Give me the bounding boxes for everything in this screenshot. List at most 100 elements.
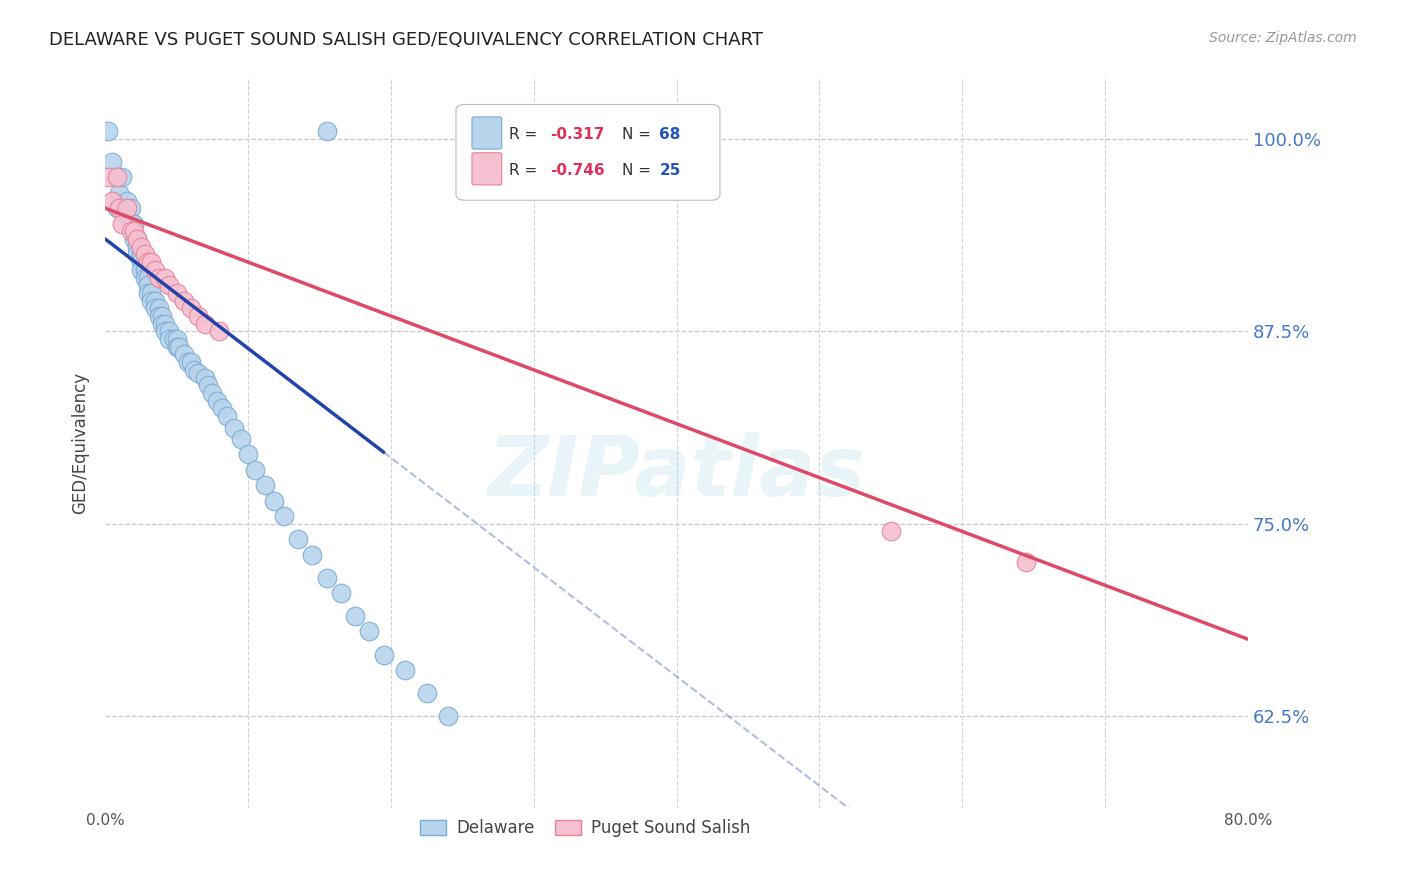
Point	[166, 285, 188, 300]
Point	[125, 247, 148, 261]
Point	[101, 194, 124, 208]
Point	[150, 309, 173, 323]
Point	[159, 278, 181, 293]
Point	[208, 324, 231, 338]
Point	[394, 663, 416, 677]
Point	[108, 201, 131, 215]
Point	[211, 401, 233, 416]
Point	[136, 278, 159, 293]
Point	[134, 262, 156, 277]
Point	[105, 170, 128, 185]
Point	[148, 301, 170, 316]
Point	[143, 301, 166, 316]
Point	[187, 309, 209, 323]
Point	[143, 262, 166, 277]
Point	[150, 317, 173, 331]
Text: 68: 68	[659, 127, 681, 142]
Point	[177, 355, 200, 369]
Point	[105, 201, 128, 215]
Point	[194, 370, 217, 384]
Point	[301, 548, 323, 562]
Point	[139, 255, 162, 269]
Text: N =: N =	[621, 162, 655, 178]
FancyBboxPatch shape	[456, 104, 720, 200]
Point	[215, 409, 238, 423]
Point	[139, 285, 162, 300]
Point	[101, 155, 124, 169]
Point	[166, 340, 188, 354]
Point	[173, 293, 195, 308]
Point	[373, 648, 395, 662]
Point	[134, 270, 156, 285]
Point	[153, 317, 176, 331]
Point	[97, 170, 120, 185]
Point	[254, 478, 277, 492]
Point	[105, 170, 128, 185]
FancyBboxPatch shape	[472, 153, 502, 185]
Text: -0.317: -0.317	[550, 127, 605, 142]
Point	[205, 393, 228, 408]
Point	[287, 532, 309, 546]
Point	[125, 240, 148, 254]
Point	[111, 170, 134, 185]
Point	[236, 448, 259, 462]
Point	[108, 186, 131, 200]
Point	[263, 493, 285, 508]
Text: N =: N =	[621, 127, 655, 142]
Point	[359, 624, 381, 639]
Text: DELAWARE VS PUGET SOUND SALISH GED/EQUIVALENCY CORRELATION CHART: DELAWARE VS PUGET SOUND SALISH GED/EQUIV…	[49, 31, 763, 49]
Point	[243, 463, 266, 477]
Point	[1015, 555, 1038, 569]
Point	[97, 124, 120, 138]
Text: 25: 25	[659, 162, 681, 178]
Point	[187, 366, 209, 380]
Point	[194, 317, 217, 331]
Point	[115, 209, 138, 223]
Point	[129, 262, 152, 277]
Point	[148, 309, 170, 323]
Point	[159, 324, 181, 338]
Point	[437, 709, 460, 723]
Point	[315, 571, 337, 585]
Point	[229, 432, 252, 446]
Point	[315, 124, 337, 138]
Text: R =: R =	[509, 162, 541, 178]
Point	[129, 247, 152, 261]
Text: Source: ZipAtlas.com: Source: ZipAtlas.com	[1209, 31, 1357, 45]
Point	[136, 270, 159, 285]
Point	[134, 247, 156, 261]
Point	[120, 201, 142, 215]
Point	[201, 385, 224, 400]
Point	[169, 340, 191, 354]
Point	[125, 232, 148, 246]
Point	[111, 217, 134, 231]
FancyBboxPatch shape	[472, 117, 502, 149]
Point	[125, 232, 148, 246]
Point	[129, 255, 152, 269]
Point	[163, 332, 186, 346]
Point	[153, 270, 176, 285]
Legend: Delaware, Puget Sound Salish: Delaware, Puget Sound Salish	[413, 813, 758, 844]
Point	[139, 293, 162, 308]
Point	[129, 240, 152, 254]
Point	[197, 378, 219, 392]
Point	[173, 347, 195, 361]
Point	[120, 217, 142, 231]
Point	[344, 609, 367, 624]
Point	[180, 355, 202, 369]
Point	[880, 524, 903, 539]
Point	[122, 232, 145, 246]
Point	[180, 301, 202, 316]
Point	[166, 332, 188, 346]
Point	[415, 686, 437, 700]
Y-axis label: GED/Equivalency: GED/Equivalency	[72, 372, 89, 514]
Point	[143, 293, 166, 308]
Point	[159, 332, 181, 346]
Point	[136, 255, 159, 269]
Point	[148, 270, 170, 285]
Point	[273, 509, 295, 524]
Text: -0.746: -0.746	[550, 162, 605, 178]
Point	[115, 201, 138, 215]
Point	[153, 324, 176, 338]
Point	[122, 217, 145, 231]
